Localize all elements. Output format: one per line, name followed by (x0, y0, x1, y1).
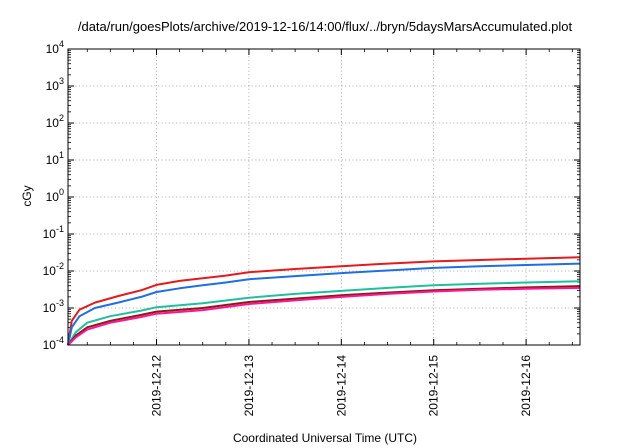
y-tick-label: 101 (46, 150, 64, 167)
series-line-4 (67, 285, 581, 346)
series-lines (67, 256, 581, 346)
x-tick-labels: 2019-12-12 2019-12-13 2019-12-14 2019-12-15… (150, 355, 534, 417)
y-tick-labels: 10-4 10-3 10-2 10-1 100 101 102 103 104 (43, 39, 64, 352)
y-axis-label: cGy (20, 185, 34, 206)
y-tick-label: 10-1 (43, 224, 64, 241)
series-line-5 (67, 286, 581, 346)
x-tick-label: 2019-12-16 (519, 355, 533, 417)
x-axis-label: Coordinated Universal Time (UTC) (233, 431, 417, 445)
chart-title: /data/run/goesPlots/archive/2019-12-16/1… (78, 19, 573, 34)
y-tick-label: 10-3 (43, 298, 64, 315)
series-line-3 (67, 280, 581, 346)
series-line-2 (67, 262, 581, 346)
x-tick-label: 2019-12-13 (242, 355, 256, 417)
y-tick-label: 10-4 (43, 335, 64, 352)
y-tick-label: 104 (46, 39, 64, 56)
x-tick-label: 2019-12-12 (150, 355, 164, 417)
x-tick-label: 2019-12-14 (334, 355, 348, 417)
x-tick-label: 2019-12-15 (427, 355, 441, 417)
y-tick-label: 103 (46, 76, 64, 93)
series-line-1 (67, 256, 581, 346)
grid-lines (68, 49, 580, 345)
y-tick-label: 100 (46, 187, 64, 204)
plot-frame (67, 48, 581, 346)
y-tick-label: 102 (46, 113, 64, 130)
y-tick-label: 10-2 (43, 261, 64, 278)
